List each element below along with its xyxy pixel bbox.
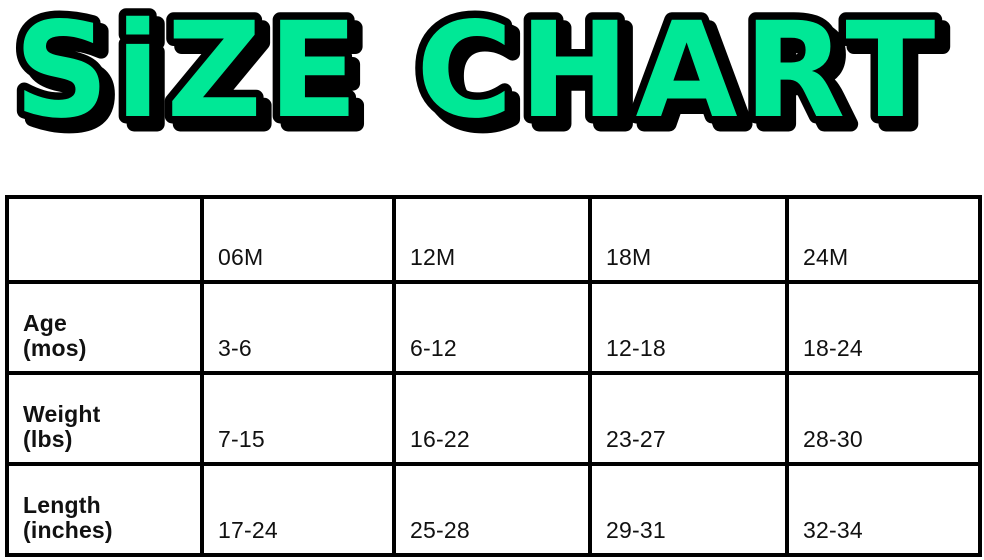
cell-weight-12m: 16-22 <box>392 371 592 466</box>
title-shadow-text: SiZE CHART <box>22 2 949 150</box>
cell-age-18m: 12-18 <box>588 280 789 375</box>
row-header-length-line1: Length <box>23 491 101 518</box>
cell-length-18m: 29-31 <box>588 462 789 557</box>
row-header-length-line2: (inches) <box>23 517 113 544</box>
corner-blank-cell <box>5 195 204 284</box>
title-text: SiZE CHART <box>14 0 941 148</box>
cell-weight-06m: 7-15 <box>200 371 396 466</box>
size-chart-table: 06M 12M 18M 24M Age (mos) 3-6 6-12 12-18… <box>5 195 982 557</box>
table-header-row: 06M 12M 18M 24M <box>5 195 982 284</box>
cell-weight-24m: 28-30 <box>785 371 982 466</box>
cell-length-06m: 17-24 <box>200 462 396 557</box>
row-header-weight: Weight (lbs) <box>5 371 204 466</box>
title-banner: SiZE CHART SiZE CHART <box>0 0 984 150</box>
row-header-weight-line2: (lbs) <box>23 426 73 453</box>
row-header-age-line1: Age <box>23 309 68 336</box>
cell-age-24m: 18-24 <box>785 280 982 375</box>
column-header-12m: 12M <box>392 195 592 284</box>
table-row: Age (mos) 3-6 6-12 12-18 18-24 <box>5 280 982 375</box>
table-row: Length (inches) 17-24 25-28 29-31 32-34 <box>5 462 982 557</box>
cell-age-12m: 6-12 <box>392 280 592 375</box>
title-graphic: SiZE CHART SiZE CHART <box>7 0 951 150</box>
cell-age-06m: 3-6 <box>200 280 396 375</box>
cell-weight-18m: 23-27 <box>588 371 789 466</box>
row-header-weight-line1: Weight <box>23 400 101 427</box>
column-header-18m: 18M <box>588 195 789 284</box>
cell-length-12m: 25-28 <box>392 462 592 557</box>
column-header-24m: 24M <box>785 195 982 284</box>
column-header-06m: 06M <box>200 195 396 284</box>
row-header-age: Age (mos) <box>5 280 204 375</box>
row-header-length: Length (inches) <box>5 462 204 557</box>
row-header-age-line2: (mos) <box>23 335 87 362</box>
cell-length-24m: 32-34 <box>785 462 982 557</box>
table-row: Weight (lbs) 7-15 16-22 23-27 28-30 <box>5 371 982 466</box>
